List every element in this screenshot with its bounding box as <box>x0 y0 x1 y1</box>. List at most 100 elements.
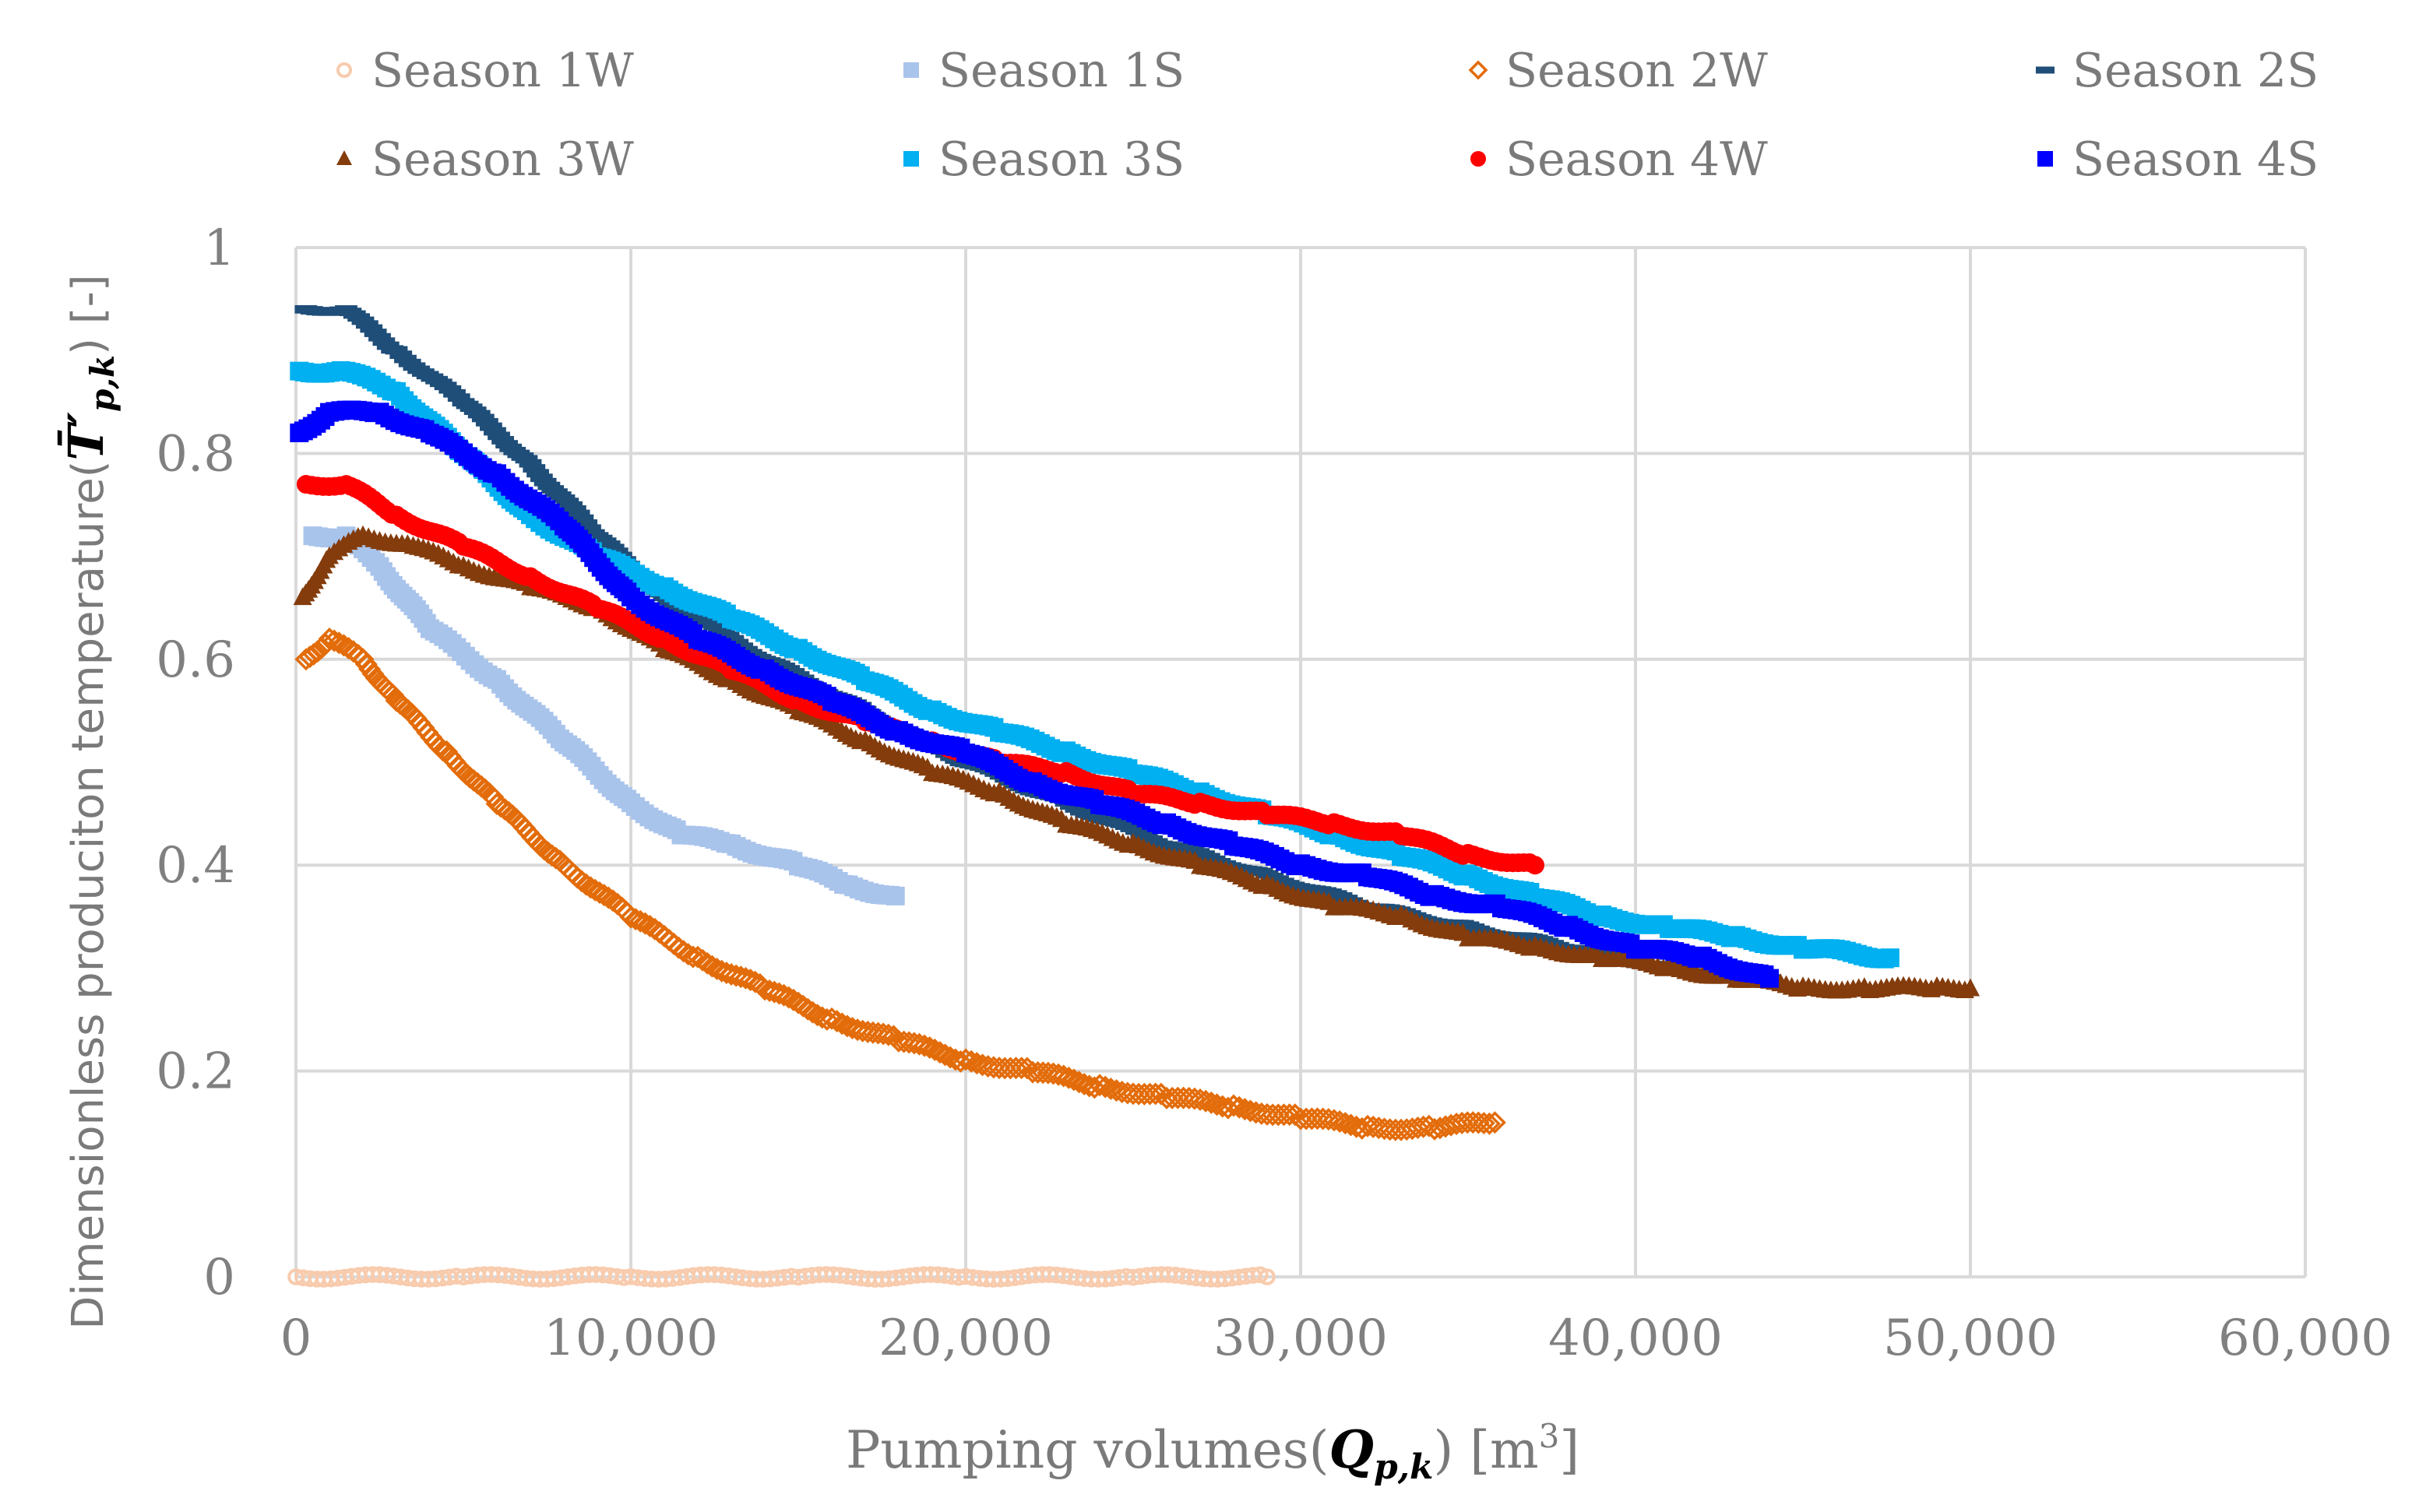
y-tick-label: 0.8 <box>156 425 235 483</box>
x-axis-title: Pumping volumes(Qp,k) [m3] <box>846 1417 1579 1487</box>
y-axis-title: Dimensionless produciton temperature(T̄′… <box>58 274 121 1329</box>
data-point <box>820 1007 843 1030</box>
data-point <box>1345 1115 1368 1138</box>
data-point <box>364 329 387 337</box>
data-point <box>523 464 546 473</box>
data-point <box>1340 1113 1362 1137</box>
data-point <box>1093 1075 1117 1099</box>
data-point <box>1144 1082 1167 1106</box>
legend-item-season-2w: Season 2W <box>1468 44 1768 98</box>
legend-item-season-1w: Season 1W <box>336 44 634 98</box>
data-point <box>1328 1110 1351 1133</box>
legend-label: Season 3W <box>371 132 634 187</box>
data-point <box>1526 856 1544 875</box>
legend-item-season-3s: Season 3S <box>903 132 1185 187</box>
data-point <box>447 393 470 403</box>
data-point <box>1483 1111 1506 1134</box>
x-tick-label: 10,000 <box>544 1310 718 1367</box>
data-point <box>633 912 657 935</box>
plot-area <box>287 304 1980 1288</box>
data-point <box>368 332 391 342</box>
data-point <box>360 324 383 333</box>
data-point <box>1088 1074 1111 1097</box>
data-point <box>928 1041 952 1064</box>
data-point <box>744 970 767 993</box>
data-point <box>575 519 598 528</box>
data-point <box>938 1046 962 1069</box>
data-point <box>1199 1091 1223 1114</box>
data-point <box>332 634 355 657</box>
data-point <box>959 1050 983 1073</box>
y-tick-label: 0 <box>203 1249 235 1306</box>
legend-item-season-4w: Season 4W <box>1470 132 1768 187</box>
legend-marker <box>903 151 919 167</box>
legend-label: Season 1S <box>938 44 1185 98</box>
legend-label: Season 1W <box>371 44 634 98</box>
data-point <box>488 431 510 441</box>
data-point <box>530 473 553 483</box>
data-point <box>1333 1112 1357 1135</box>
y-tick-label: 0.4 <box>156 837 235 895</box>
legend-label: Season 2S <box>2072 44 2319 98</box>
legend-label: Season 3S <box>938 132 1185 187</box>
data-point <box>801 1000 824 1024</box>
legend-label: Season 2W <box>1505 44 1768 98</box>
data-point <box>1078 1074 1101 1098</box>
data-point <box>1445 1113 1468 1136</box>
series-season-4s <box>290 400 1779 988</box>
legend-marker <box>2036 66 2055 74</box>
data-point <box>826 1010 849 1033</box>
data-point <box>471 413 495 423</box>
data-point <box>1350 1116 1374 1140</box>
y-axis-ticks: 0 0.2 0.4 0.6 0.8 1 <box>156 220 235 1306</box>
data-point <box>475 417 498 427</box>
x-tick-label: 50,000 <box>1883 1310 2058 1367</box>
data-point <box>913 1034 936 1057</box>
data-point <box>1477 1112 1501 1135</box>
legend-item-season-1s: Season 1S <box>903 44 1185 98</box>
legend-item-season-4s: Season 4S <box>2037 132 2319 187</box>
data-point <box>1760 969 1779 988</box>
data-point <box>1450 1111 1474 1134</box>
data-point <box>1278 1103 1301 1127</box>
data-point <box>830 1012 854 1036</box>
data-point <box>563 505 586 514</box>
legend-item-season-3w: Season 3W <box>336 132 634 187</box>
data-point <box>567 509 590 519</box>
data-point <box>918 1036 942 1060</box>
legend-label: Season 4W <box>1505 132 1768 187</box>
data-point <box>389 350 413 360</box>
data-point <box>1083 1076 1106 1099</box>
data-point <box>327 631 350 655</box>
x-tick-label: 60,000 <box>2218 1310 2393 1367</box>
data-point <box>1227 1095 1251 1119</box>
data-point <box>1472 1112 1495 1135</box>
data-point <box>877 1023 900 1046</box>
x-tick-label: 40,000 <box>1548 1310 1723 1367</box>
data-point <box>1252 1266 1269 1284</box>
data-point <box>484 427 506 436</box>
x-axis-ticks: 0 10,000 20,000 30,000 40,000 50,000 60,000 <box>280 1310 2393 1367</box>
legend-marker <box>336 150 352 165</box>
data-point <box>1407 1116 1429 1139</box>
data-point <box>526 469 549 478</box>
y-tick-label: 1 <box>203 220 235 277</box>
data-point <box>886 886 905 905</box>
legend-marker <box>2037 151 2053 167</box>
legend-label: Season 4S <box>2072 132 2319 187</box>
series-season-1w <box>287 1266 1276 1288</box>
data-point <box>519 459 542 468</box>
legend-marker <box>1470 151 1486 167</box>
data-point <box>1222 1094 1245 1117</box>
grid <box>294 246 2307 1278</box>
x-tick-label: 20,000 <box>879 1310 1053 1367</box>
legend-marker <box>1468 60 1488 80</box>
series-season-2w <box>294 628 1506 1141</box>
legend-item-season-2s: Season 2S <box>2036 44 2319 98</box>
legend: Season 1W Season 1S Season 2W Season 2S Seas… <box>336 44 2319 187</box>
data-point <box>1062 1068 1086 1092</box>
data-point <box>777 986 801 1009</box>
data-point <box>443 389 466 398</box>
series-season-2s <box>294 304 1781 984</box>
data-point <box>1010 1057 1033 1080</box>
